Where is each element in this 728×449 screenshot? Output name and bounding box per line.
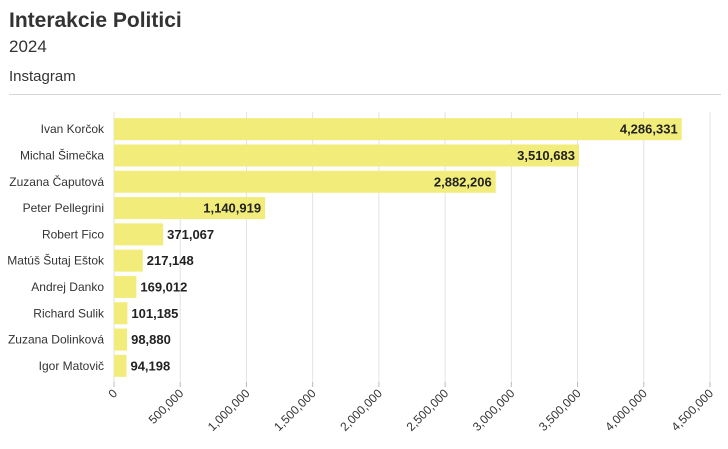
bar (114, 328, 128, 351)
category-label: Peter Pellegrini (23, 201, 104, 215)
bar (114, 118, 682, 141)
bar (114, 302, 128, 325)
chart-subtitle: 2024 (9, 37, 47, 56)
bar (114, 144, 579, 167)
bar (114, 197, 266, 220)
x-tick-label: 4,000,000 (602, 386, 650, 434)
header-divider (9, 94, 721, 95)
category-label: Igor Matovič (39, 359, 104, 373)
category-label: Richard Sulik (33, 306, 105, 320)
bar (114, 354, 127, 377)
x-tick-label: 3,500,000 (536, 386, 584, 434)
x-tick-label: 1,500,000 (271, 386, 319, 434)
category-label: Michal Šimečka (20, 147, 104, 162)
data-label: 371,067 (167, 227, 214, 242)
category-label: Zuzana Dolinková (8, 333, 104, 347)
data-label: 98,880 (131, 332, 171, 347)
x-tick-label: 500,000 (146, 386, 187, 427)
x-tick-label: 4,500,000 (668, 386, 716, 434)
x-tick-label: 2,500,000 (404, 386, 452, 434)
data-label: 4,286,331 (620, 122, 678, 137)
bar (114, 275, 137, 298)
category-label: Zuzana Čaputová (9, 174, 104, 189)
x-tick-label: 0 (105, 386, 120, 401)
chart-title: Interakcie Politici (9, 9, 182, 32)
data-label: 101,185 (131, 306, 178, 321)
bar (114, 223, 164, 246)
category-label: Matúš Šutaj Eštok (7, 253, 105, 268)
x-tick-label: 1,000,000 (205, 386, 253, 434)
x-tick-label: 3,000,000 (470, 386, 518, 434)
data-label: 3,510,683 (517, 148, 575, 163)
data-label: 1,140,919 (203, 201, 261, 216)
category-label: Andrej Danko (31, 280, 104, 294)
bar (114, 249, 143, 272)
category-label: Robert Fico (42, 227, 104, 241)
platform-label: Instagram (9, 68, 76, 85)
x-tick-label: 2,000,000 (337, 386, 385, 434)
category-label: Ivan Korčok (41, 122, 105, 136)
data-label: 2,882,206 (434, 174, 492, 189)
bar (114, 170, 496, 193)
data-label: 169,012 (140, 279, 187, 294)
data-label: 94,198 (130, 358, 170, 373)
data-label: 217,148 (147, 253, 194, 268)
